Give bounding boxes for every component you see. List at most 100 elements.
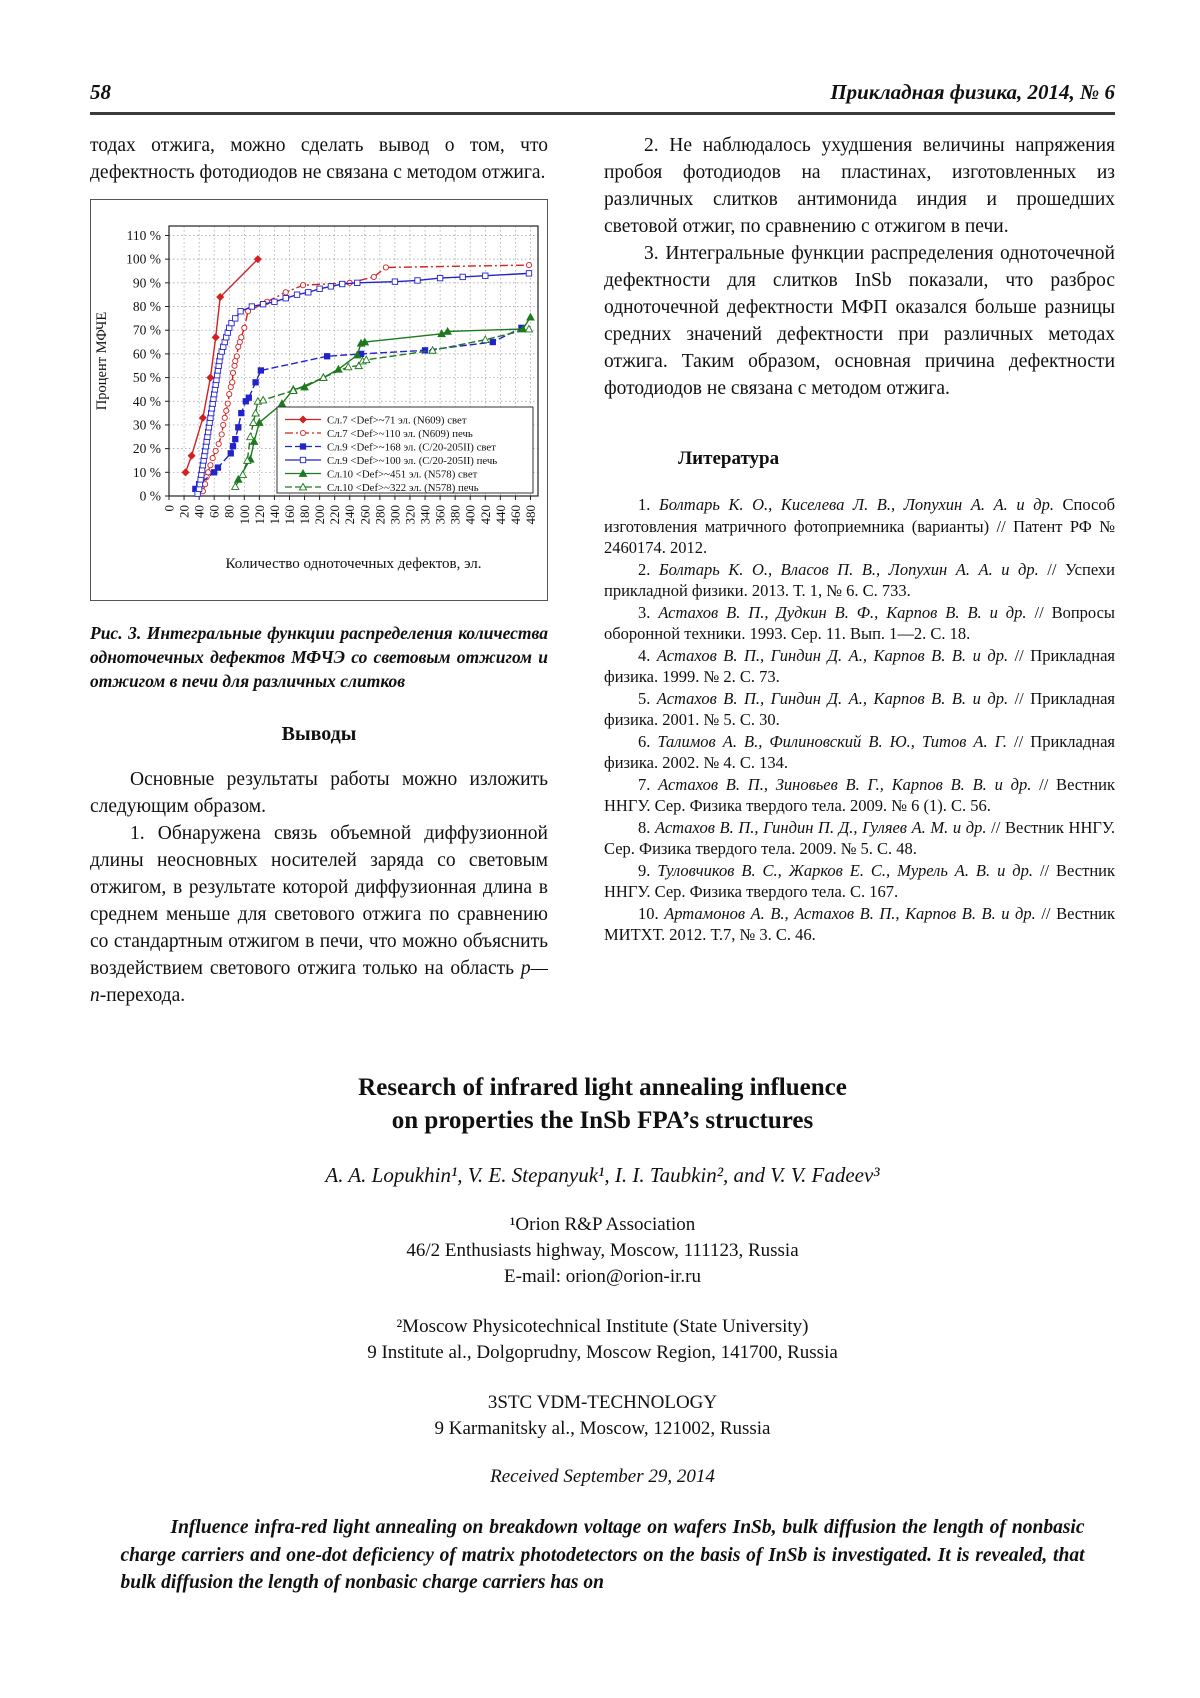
data-marker — [211, 469, 218, 476]
data-marker — [299, 429, 307, 437]
data-marker — [245, 432, 255, 441]
conclusions-paragraph-2-tail: -перехода. — [99, 985, 186, 1006]
data-marker — [339, 280, 346, 288]
data-marker — [218, 431, 225, 438]
data-marker — [282, 289, 289, 296]
y-tick-label: 20 % — [133, 441, 161, 456]
data-marker — [361, 355, 371, 364]
y-tick-label: 60 % — [133, 346, 161, 361]
data-marker — [259, 301, 267, 308]
header-rule — [90, 112, 1115, 115]
data-marker — [229, 443, 237, 450]
data-marker — [241, 324, 248, 331]
data-marker — [525, 262, 533, 269]
x-tick-label: 180 — [297, 505, 312, 525]
data-marker — [421, 347, 429, 354]
data-marker — [237, 308, 244, 315]
reference-item: 10. Артамонов А. В., Астахов В. П., Карп… — [604, 903, 1116, 945]
legend-entry-label: Сл.7 <Def>~71 эл. (N609) свет — [327, 414, 467, 426]
result-paragraph-3: 3. Интегральные функции распределения од… — [604, 243, 1115, 399]
y-tick-label: 30 % — [133, 417, 161, 432]
data-marker — [524, 324, 534, 333]
figure-caption: Рис. 3. Интегральные функции распределен… — [90, 623, 548, 691]
data-marker — [227, 450, 234, 457]
page-number: 58 — [90, 80, 111, 104]
data-marker — [299, 282, 307, 289]
data-marker — [323, 353, 331, 360]
data-marker — [293, 291, 301, 298]
x-tick-label: 440 — [493, 505, 508, 525]
x-tick-label: 360 — [433, 505, 448, 525]
two-column-body: тодах отжига, можно сделать вывод о том,… — [90, 132, 1115, 1009]
data-marker — [229, 379, 236, 386]
data-marker — [526, 312, 535, 321]
x-tick-label: 420 — [478, 505, 493, 525]
data-marker — [233, 353, 240, 360]
data-marker — [319, 373, 328, 381]
data-marker — [242, 455, 252, 464]
data-marker — [221, 414, 228, 421]
data-marker — [414, 277, 421, 284]
data-marker — [354, 279, 361, 286]
data-marker — [360, 337, 370, 346]
data-marker — [211, 333, 220, 342]
data-marker — [282, 295, 289, 302]
data-marker — [257, 367, 265, 374]
page-header: 58 Прикладная физика, 2014, № 6 — [90, 80, 1115, 105]
data-marker — [238, 470, 248, 479]
x-tick-label: 340 — [418, 505, 433, 525]
x-tick-label: 260 — [357, 505, 372, 525]
data-marker — [354, 361, 364, 370]
data-marker — [209, 455, 216, 462]
legend-box — [276, 406, 534, 494]
english-section: Research of infrared light annealing inf… — [90, 1071, 1115, 1597]
x-tick-label: 220 — [327, 505, 342, 525]
data-marker — [205, 469, 212, 476]
x-tick-label: 60 — [207, 505, 222, 518]
data-marker — [443, 326, 452, 335]
data-marker — [258, 395, 268, 404]
data-marker — [215, 440, 222, 447]
y-tick-label: 70 % — [133, 323, 161, 338]
data-marker — [238, 334, 245, 341]
data-marker — [352, 350, 362, 359]
reference-item: 4. Астахов В. П., Гиндин Д. А., Карпов В… — [604, 645, 1115, 687]
data-marker — [207, 462, 214, 469]
data-marker — [391, 278, 399, 285]
data-marker — [235, 424, 242, 431]
x-tick-label: 280 — [372, 505, 387, 525]
email: E-mail: orion@orion-ir.ru — [504, 1266, 701, 1287]
y-tick-label: 50 % — [133, 370, 161, 385]
data-marker — [230, 481, 240, 490]
y-tick-label: 0 % — [140, 489, 161, 504]
legend-entry-label: Сл.9 <Def>~100 эл. (C/20-205II) печь — [327, 455, 497, 467]
data-marker — [228, 319, 235, 327]
plot-frame — [168, 225, 539, 497]
legend-entry-label: Сл.10 <Def>~322 эл. (N578) печь — [327, 482, 479, 494]
data-marker — [206, 373, 215, 382]
left-column: тодах отжига, можно сделать вывод о том,… — [90, 132, 548, 1009]
reference-item: 8. Астахов В. П., Гиндин П. Д., Гуляев А… — [604, 817, 1116, 859]
data-marker — [232, 315, 239, 322]
data-marker — [220, 421, 227, 428]
english-title: Research of infrared light annealing inf… — [358, 1074, 847, 1134]
figure-chart-svg: 0 20 40 60 80 100 120 140 160 180 200 220 240 260 280 3… — [94, 225, 539, 572]
x-tick-label: 240 — [342, 505, 357, 525]
data-marker — [298, 468, 308, 477]
conclusions-paragraph-2-text: 1. Обнаружена связь объемной диффузионно… — [90, 823, 548, 979]
data-marker — [255, 418, 264, 426]
data-marker — [316, 285, 323, 292]
data-marker — [224, 400, 231, 407]
x-tick-label: 80 — [222, 505, 237, 518]
intro-paragraph: тодах отжига, можно сделать вывод о том,… — [90, 135, 548, 183]
x-tick-label: 460 — [508, 505, 523, 525]
data-marker — [428, 345, 437, 354]
data-marker — [212, 447, 219, 455]
x-tick-label: 140 — [267, 505, 282, 525]
result-paragraph-2: 2. Не наблюдалось ухудшения величины нап… — [604, 135, 1115, 237]
data-marker — [480, 335, 490, 344]
authors-line: A. A. Lopukhin¹, V. E. Stepanyuk¹, I. I.… — [325, 1163, 880, 1187]
data-marker — [248, 303, 255, 310]
references-heading: Литература — [678, 448, 780, 469]
data-marker — [334, 364, 343, 373]
